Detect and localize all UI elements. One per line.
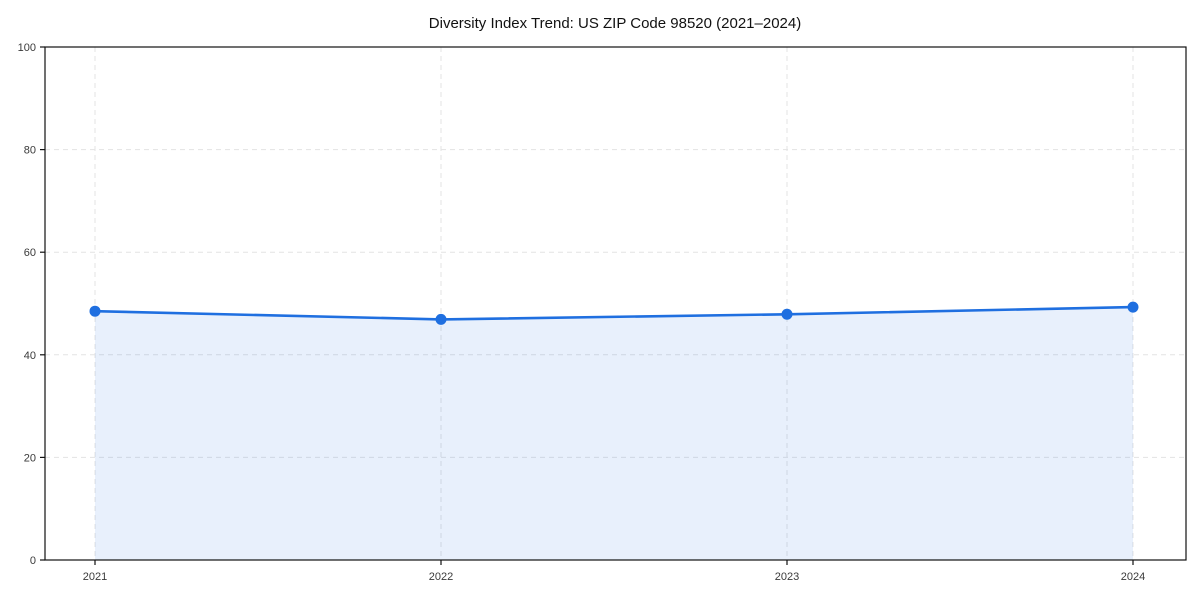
y-tick-label: 80 xyxy=(24,145,36,157)
chart-title: Diversity Index Trend: US ZIP Code 98520… xyxy=(429,15,801,32)
y-tick-label: 100 xyxy=(18,42,36,54)
y-tick-label: 40 xyxy=(24,350,36,362)
axes-border xyxy=(44,46,1187,561)
data-point xyxy=(435,313,447,325)
y-tick-label: 20 xyxy=(24,452,36,464)
y-tick-label: 60 xyxy=(24,247,36,259)
x-tick-label: 2023 xyxy=(775,571,799,583)
area-fill xyxy=(95,307,1133,560)
trend-line xyxy=(93,305,1135,321)
x-tick-label: 2024 xyxy=(1121,571,1145,583)
data-point xyxy=(781,308,793,320)
y-tick-label: 0 xyxy=(30,555,36,567)
x-tick-label: 2021 xyxy=(83,571,107,583)
data-point xyxy=(89,305,101,317)
x-tick-label: 2022 xyxy=(429,571,453,583)
data-point xyxy=(1127,301,1139,313)
